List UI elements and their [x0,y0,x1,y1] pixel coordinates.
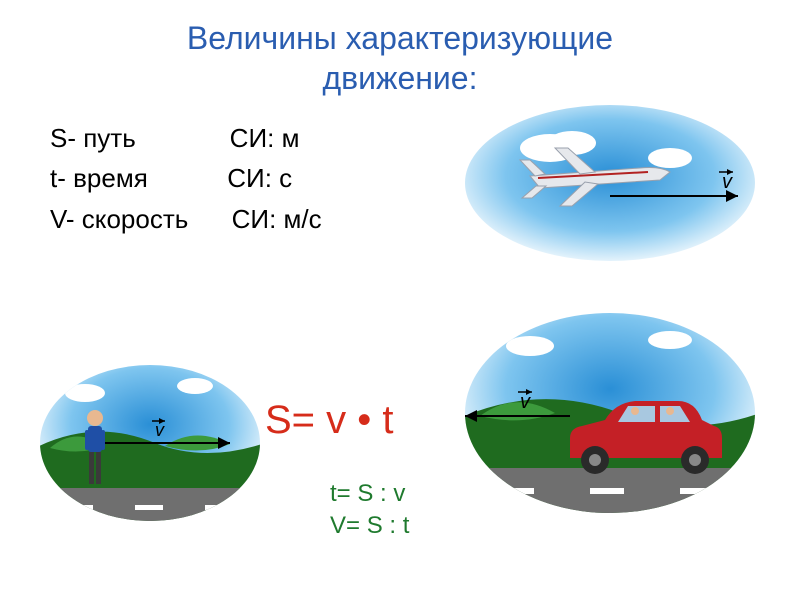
cloud-icon [177,378,213,394]
road-mark-icon [680,488,714,494]
title-line2: движение: [0,58,800,98]
cloud-icon [648,331,692,349]
title-line1: Величины характеризующие [0,18,800,58]
car-illustration: v [460,298,760,523]
cloud-icon [65,384,105,402]
road-mark-icon [135,505,163,510]
formula-sub-block: t= S : vV= S : t [330,478,409,543]
definition-row: t- время СИ: с [50,158,322,198]
page-title: Величины характеризующие движение: [0,0,800,98]
passenger-head-icon [666,407,674,415]
definition-row: V- скорость СИ: м/с [50,199,322,239]
definition-row: S- путь СИ: м [50,118,322,158]
plane-illustration: v [460,98,760,273]
cloud-icon [506,336,554,356]
formula-sub-line: V= S : t [330,510,409,542]
formula-sub-line: t= S : v [330,478,409,510]
content-area: S- путь СИ: мt- время СИ: сV- скорость С… [0,98,800,588]
road-mark-icon [65,505,93,510]
person-illustration: v [35,348,265,533]
definitions-block: S- путь СИ: мt- время СИ: сV- скорость С… [50,118,322,239]
road-mark-icon [590,488,624,494]
road-mark-icon [205,505,233,510]
road-mark-icon [500,488,534,494]
cloud-icon [648,148,692,168]
formula-main: S= v • t [265,398,394,443]
passenger-head-icon [631,407,639,415]
v-label: v [520,391,531,413]
